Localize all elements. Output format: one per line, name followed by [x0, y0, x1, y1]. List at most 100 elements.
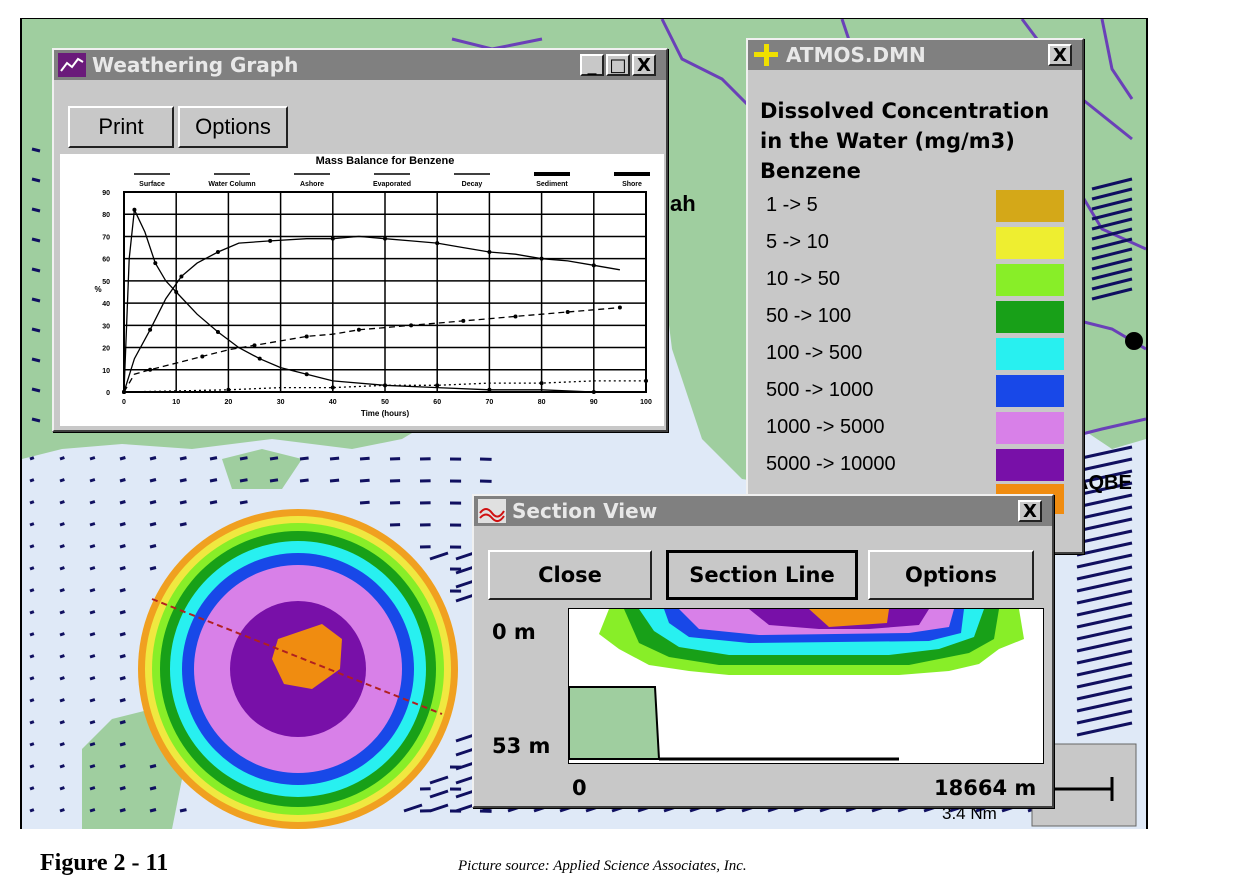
- chart-x-tick-label: 40: [329, 399, 337, 406]
- legend-item-label: 100 -> 500: [766, 342, 863, 364]
- chart-point: [539, 256, 544, 261]
- close-button[interactable]: X: [632, 54, 656, 76]
- weathering-title: Weathering Graph: [92, 53, 299, 77]
- section-close-button[interactable]: Close: [488, 550, 652, 600]
- section-options-button[interactable]: Options: [868, 550, 1034, 600]
- maximize-button[interactable]: □: [606, 54, 630, 76]
- chart-y-tick-label: 80: [102, 212, 110, 219]
- section-land: [569, 686, 661, 760]
- legend-swatch: [996, 190, 1064, 222]
- chart-point: [153, 261, 158, 266]
- chart-x-tick-label: 50: [381, 399, 389, 406]
- picture-source: Picture source: Applied Science Associat…: [458, 858, 747, 874]
- distance-end-label: 18664 m: [934, 776, 1037, 800]
- chart-x-tick-label: 30: [277, 399, 285, 406]
- chart-point: [591, 263, 596, 268]
- chart-x-tick-label: 20: [225, 399, 233, 406]
- chart-point: [330, 385, 335, 390]
- scale-label: 3.4 Nm: [942, 804, 997, 823]
- chart-x-tick-label: 10: [172, 399, 180, 406]
- section-plume: [599, 609, 1024, 675]
- chart-point: [591, 390, 596, 394]
- chart-legend-label: Surface: [139, 181, 165, 188]
- region-label: AQBE: [1074, 472, 1132, 494]
- mass-balance-chart: Mass Balance for Benzene Surface Water Col…: [94, 155, 652, 418]
- chart-point: [122, 390, 126, 394]
- chart-point: [174, 290, 179, 294]
- legend-swatch: [996, 264, 1064, 296]
- weathering-graph-window[interactable]: Weathering Graph _ □ X Print Options Mas…: [52, 48, 668, 432]
- section-title-bar[interactable]: Section View X: [474, 496, 1052, 526]
- chart-point: [383, 236, 387, 241]
- chart-x-tick-label: 0: [122, 399, 126, 406]
- chart-series-line: [123, 207, 646, 393]
- chart-x-tick-label: 80: [538, 399, 546, 406]
- chart-point: [617, 305, 622, 310]
- chart-point: [487, 387, 492, 392]
- legend-swatch: [996, 227, 1064, 259]
- chart-point: [132, 207, 137, 212]
- chart-legend-label: Shore: [622, 181, 642, 188]
- atmos-legend-window[interactable]: ATMOS.DMN X Dissolved Concentration in t…: [746, 38, 1084, 554]
- chart-legend-label: Water Column: [208, 181, 255, 188]
- legend-heading: Dissolved Concentration in the Water (mg…: [760, 96, 1049, 186]
- legend-swatch: [996, 449, 1064, 481]
- chart-point: [252, 343, 257, 348]
- place-label: ah: [670, 191, 696, 216]
- legend-item-label: 5 -> 10: [766, 231, 829, 253]
- chart-point: [644, 378, 648, 383]
- chart-point: [435, 383, 440, 388]
- chart-y-tick-label: 70: [102, 234, 110, 241]
- graph-icon: [58, 53, 86, 77]
- chart-point: [200, 354, 205, 359]
- print-button[interactable]: Print: [68, 106, 174, 148]
- chart-point: [215, 330, 220, 334]
- chart-x-tick-label: 70: [486, 399, 494, 406]
- chart-point: [215, 250, 220, 254]
- chart-x-tick-label: 100: [640, 399, 652, 406]
- legend-title-bar[interactable]: ATMOS.DMN X: [748, 40, 1082, 70]
- chart-y-tick-label: 30: [102, 323, 110, 330]
- section-view-window[interactable]: Section View X Close Section Line Option…: [472, 494, 1054, 808]
- chart-point: [565, 310, 570, 314]
- chart-legend-label: Sediment: [536, 181, 568, 188]
- chart-point: [435, 241, 440, 246]
- legend-swatch: [996, 338, 1064, 370]
- chart-point: [268, 238, 273, 243]
- section-icon: [478, 499, 506, 523]
- chart-point: [148, 327, 153, 332]
- minimize-button[interactable]: _: [580, 54, 604, 76]
- distance-start-label: 0: [572, 776, 587, 800]
- section-title: Section View: [512, 499, 658, 523]
- chart-point: [226, 387, 231, 392]
- chart-y-tick-label: 40: [102, 301, 110, 308]
- chart-point: [330, 236, 335, 241]
- legend-item-label: 1 -> 5: [766, 194, 818, 216]
- chart-point: [539, 381, 544, 386]
- chart-y-tick-label: 20: [102, 346, 110, 353]
- chart-point: [487, 250, 492, 254]
- legend-close-button[interactable]: X: [1048, 44, 1072, 66]
- chart-y-tick-label: 50: [102, 279, 110, 286]
- chart-y-tick-label: 10: [102, 368, 110, 375]
- depth-top-label: 0 m: [492, 620, 536, 644]
- chart-x-tick-label: 90: [590, 399, 598, 406]
- section-line-button[interactable]: Section Line: [666, 550, 858, 600]
- atmos-icon: [752, 43, 780, 67]
- weathering-title-bar[interactable]: Weathering Graph _ □ X: [54, 50, 666, 80]
- chart-point: [148, 367, 153, 372]
- section-close-x-button[interactable]: X: [1018, 500, 1042, 522]
- chart-y-tick-label: 60: [102, 257, 110, 264]
- chart-y-tick-label: 90: [102, 190, 110, 197]
- chart-point: [304, 334, 309, 339]
- chart-legend-label: Ashore: [300, 181, 324, 188]
- chart-point: [356, 327, 361, 332]
- depth-bottom-label: 53 m: [492, 734, 551, 758]
- legend-item-label: 50 -> 100: [766, 305, 852, 327]
- graph-options-button[interactable]: Options: [178, 106, 288, 148]
- chart-series-line: [123, 380, 646, 393]
- chart-point: [257, 356, 262, 361]
- chart-x-axis-label: Time (hours): [361, 409, 410, 418]
- graph-panel: Mass Balance for Benzene Surface Water Col…: [60, 154, 664, 426]
- chart-title: Mass Balance for Benzene: [316, 155, 455, 167]
